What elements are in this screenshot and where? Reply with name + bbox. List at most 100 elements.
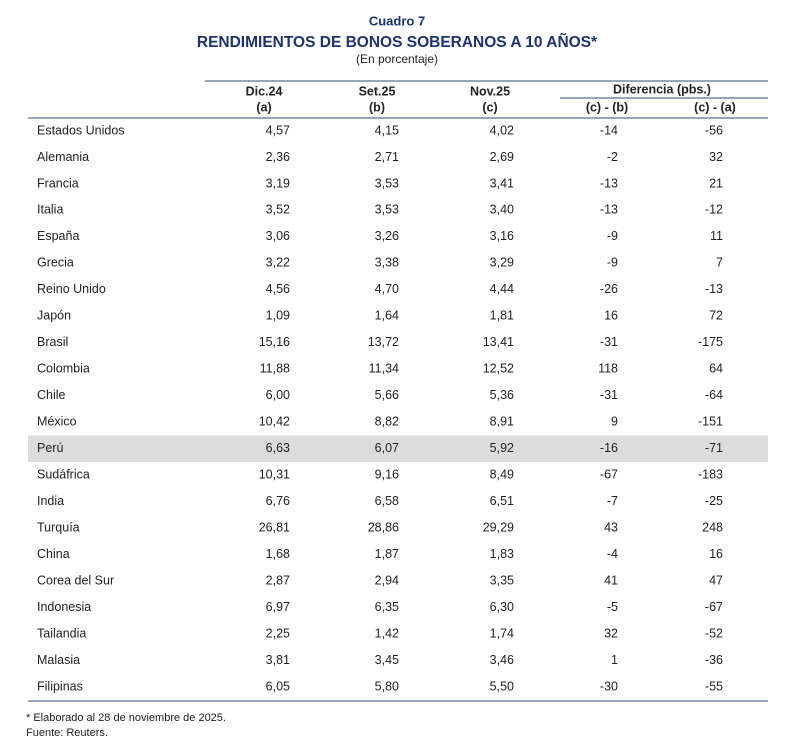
cell: -25 (705, 494, 723, 508)
column-subheader: (b) (369, 100, 385, 114)
group-header: Diferencia (pbs.) (613, 82, 711, 96)
row-label: Filipinas (37, 679, 83, 693)
cell: -55 (705, 679, 723, 693)
cell: 4,56 (266, 282, 290, 296)
cell: -2 (607, 150, 618, 164)
cell: 2,69 (490, 150, 514, 164)
cell: 13,41 (483, 335, 514, 349)
cell: 32 (604, 626, 618, 640)
cell: -183 (698, 468, 723, 482)
cell: 3,40 (490, 203, 514, 217)
row-label: Corea del Sur (37, 573, 114, 587)
cell: -31 (600, 388, 618, 402)
cell: 1,87 (375, 547, 399, 561)
cell: -16 (600, 441, 618, 455)
column-header: Nov.25 (470, 84, 510, 98)
cell: 6,51 (490, 494, 514, 508)
cell: 2,71 (375, 150, 399, 164)
cell: 11 (710, 229, 723, 243)
cell: 6,30 (490, 600, 514, 614)
cell: 4,02 (490, 123, 514, 137)
cell: 118 (598, 362, 618, 376)
cell: 6,63 (266, 441, 290, 455)
row-label: Estados Unidos (37, 123, 125, 137)
cell: 10,31 (259, 468, 290, 482)
cell: -71 (705, 441, 723, 455)
cell: -7 (607, 494, 618, 508)
cell: 6,00 (266, 388, 290, 402)
cell: 8,82 (375, 415, 399, 429)
cell: -14 (600, 123, 618, 137)
cell: -12 (705, 203, 723, 217)
cell: 5,36 (490, 388, 514, 402)
cell: 3,53 (375, 203, 399, 217)
row-label: Francia (37, 176, 79, 190)
cell: 6,35 (375, 600, 399, 614)
cell: 26,81 (259, 520, 290, 534)
cell: 1,09 (266, 309, 290, 323)
column-header: Dic.24 (246, 84, 283, 98)
row-label: Grecia (37, 256, 74, 270)
cell: -26 (600, 282, 618, 296)
cell: 2,36 (266, 150, 290, 164)
cell: 72 (709, 309, 723, 323)
cell: 7 (716, 256, 723, 270)
cell: 4,15 (375, 123, 399, 137)
cell: -64 (705, 388, 723, 402)
cell: 3,35 (490, 573, 514, 587)
cell: 21 (709, 176, 723, 190)
cell: 3,38 (375, 256, 399, 270)
column-header: (c) - (b) (586, 100, 628, 114)
cell: -175 (698, 335, 723, 349)
cell: 3,26 (375, 229, 399, 243)
row-highlight (28, 435, 768, 462)
cell: 6,97 (266, 600, 290, 614)
cell: -31 (600, 335, 618, 349)
cell: 3,53 (375, 176, 399, 190)
row-label: Alemania (37, 150, 89, 164)
cell: -13 (600, 203, 618, 217)
row-label: Sudáfrica (37, 468, 90, 482)
cell: 11,34 (369, 362, 399, 376)
cell: 47 (709, 573, 723, 587)
column-header: (c) - (a) (694, 100, 736, 114)
cell: 3,16 (490, 229, 514, 243)
cell: 3,81 (266, 653, 290, 667)
cell: 41 (604, 573, 618, 587)
cell: 2,87 (266, 573, 290, 587)
cell: 28,86 (368, 520, 399, 534)
cell: 8,91 (490, 415, 514, 429)
cell: 29,29 (483, 520, 514, 534)
cell: 5,66 (375, 388, 399, 402)
cell: 43 (604, 520, 618, 534)
cell: -30 (600, 679, 618, 693)
cell: -5 (607, 600, 618, 614)
cell: 4,70 (375, 282, 399, 296)
row-label: Indonesia (37, 600, 91, 614)
cell: 10,42 (259, 415, 290, 429)
cell: -36 (705, 653, 723, 667)
cell: 64 (709, 362, 723, 376)
cell: 6,07 (375, 441, 399, 455)
footnote: Fuente: Reuters. (26, 727, 108, 739)
cell: 4,57 (266, 123, 290, 137)
cell: 5,92 (490, 441, 514, 455)
cell: -9 (607, 256, 618, 270)
row-label: Colombia (37, 362, 90, 376)
cell: 1,68 (266, 547, 290, 561)
table-title: RENDIMIENTOS DE BONOS SOBERANOS A 10 AÑO… (197, 33, 598, 51)
cell: 3,29 (490, 256, 514, 270)
cell: -9 (607, 229, 618, 243)
column-subheader: (c) (482, 100, 497, 114)
cell: -151 (698, 415, 723, 429)
cell: 3,22 (266, 256, 290, 270)
cell: 6,58 (375, 494, 399, 508)
row-label: Perú (37, 441, 63, 455)
cell: 4,44 (490, 282, 514, 296)
cell: -13 (705, 282, 723, 296)
cell: 3,41 (490, 176, 514, 190)
cell: 16 (709, 547, 723, 561)
cell: -13 (600, 176, 618, 190)
cell: 9 (611, 415, 618, 429)
row-label: Tailandia (37, 626, 86, 640)
